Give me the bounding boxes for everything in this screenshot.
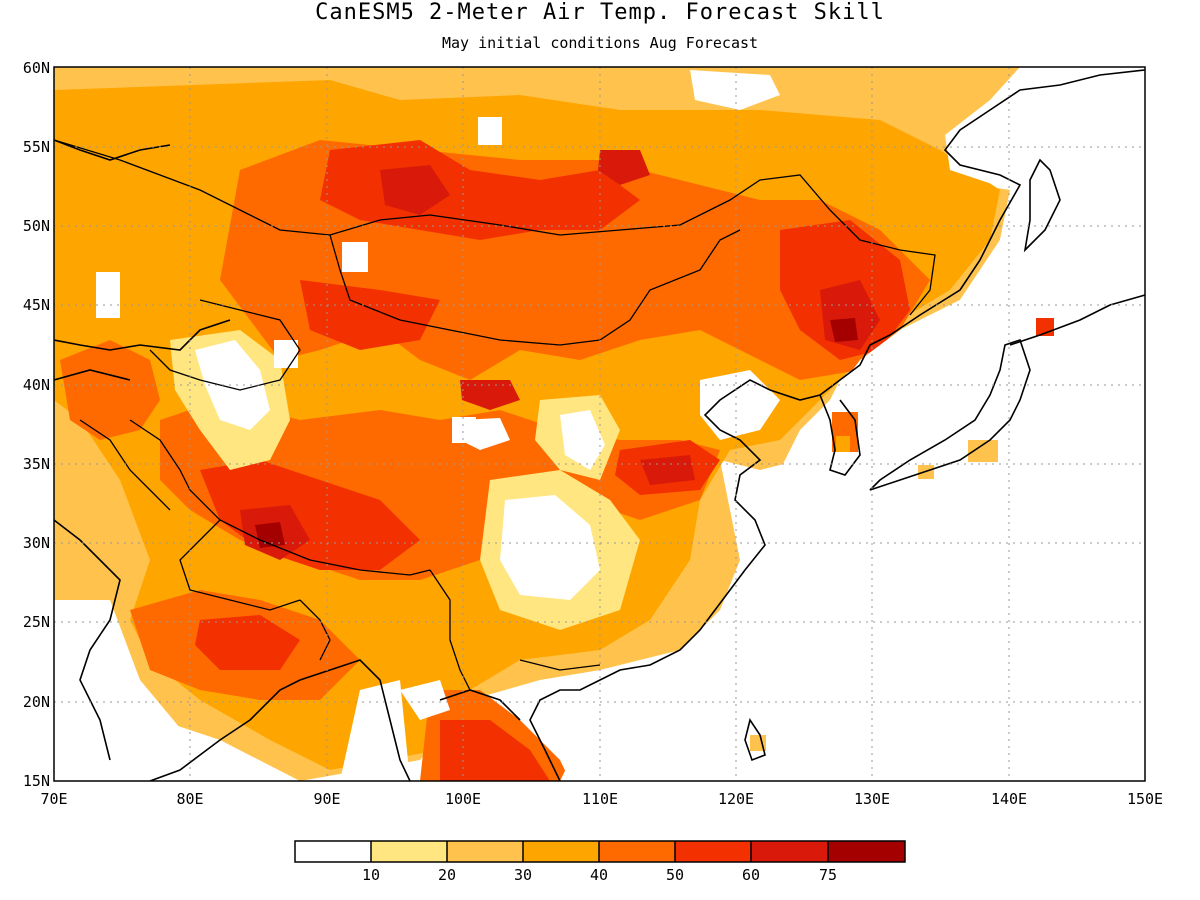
masked-cell <box>342 242 368 272</box>
skill-region-below-10 <box>500 495 600 600</box>
legend-swatch <box>447 841 523 862</box>
skill-region-50-60 <box>195 615 300 670</box>
map-grid <box>54 67 1145 781</box>
legend-swatch <box>295 841 371 862</box>
page-subtitle: May initial conditions Aug Forecast <box>441 34 759 52</box>
masked-cell <box>478 117 502 145</box>
masked-cell <box>96 272 120 318</box>
legend-label: 50 <box>666 866 684 884</box>
masked-cell <box>274 340 298 368</box>
lat-tick-label: 25N <box>23 613 50 631</box>
skill-cell-japan <box>968 440 998 462</box>
skill-region-50-60 <box>320 140 640 240</box>
skill-region-60-75 <box>460 380 520 410</box>
map-plot-area <box>54 67 1145 781</box>
lon-tick-label: 70E <box>40 790 67 808</box>
skill-shading <box>54 67 1054 781</box>
skill-region-60-75 <box>598 150 650 185</box>
legend-label: 30 <box>514 866 532 884</box>
legend-label: 75 <box>819 866 837 884</box>
lon-tick-label: 140E <box>991 790 1027 808</box>
legend-label: 40 <box>590 866 608 884</box>
legend-label: 10 <box>362 866 380 884</box>
lat-tick-label: 15N <box>23 772 50 790</box>
lat-tick-label: 45N <box>23 296 50 314</box>
lon-axis: 70E 80E 90E 100E 110E 120E 130E 140E 150… <box>40 790 1163 808</box>
lon-tick-label: 80E <box>176 790 203 808</box>
lat-tick-label: 50N <box>23 217 50 235</box>
masked-cell <box>452 417 476 443</box>
legend-swatch <box>828 841 905 862</box>
lat-tick-label: 35N <box>23 455 50 473</box>
legend-swatch <box>675 841 751 862</box>
map-frame <box>53 66 1146 782</box>
lon-tick-label: 90E <box>313 790 340 808</box>
skill-region-40-50 <box>60 340 160 440</box>
lat-tick-label: 60N <box>23 59 50 77</box>
legend-swatch <box>751 841 828 862</box>
skill-region-50-60 <box>440 720 550 781</box>
lon-tick-label: 150E <box>1127 790 1163 808</box>
country-borders <box>54 139 936 691</box>
legend-swatch <box>599 841 675 862</box>
skill-region-below-10 <box>195 340 270 430</box>
lat-axis: 60N 55N 50N 45N 40N 35N 30N 25N 20N 15N <box>23 59 50 790</box>
skill-region-60-75 <box>380 165 450 215</box>
skill-region-60-75 <box>640 455 695 485</box>
skill-region-50-60 <box>300 280 440 350</box>
skill-region-below-10 <box>560 410 605 470</box>
legend-swatch <box>371 841 447 862</box>
coastlines <box>54 69 1145 781</box>
lon-tick-label: 130E <box>854 790 890 808</box>
lon-tick-label: 100E <box>445 790 481 808</box>
legend-label: 60 <box>742 866 760 884</box>
skill-region-75-plus <box>830 318 858 342</box>
lat-tick-label: 40N <box>23 376 50 394</box>
skill-region-below-10 <box>690 70 780 110</box>
lat-tick-label: 20N <box>23 693 50 711</box>
lon-tick-label: 110E <box>582 790 618 808</box>
legend-swatch <box>523 841 599 862</box>
skill-cell-taiwan <box>750 735 766 751</box>
legend-label: 20 <box>438 866 456 884</box>
lat-tick-label: 55N <box>23 138 50 156</box>
lon-tick-label: 120E <box>718 790 754 808</box>
lat-tick-label: 30N <box>23 534 50 552</box>
skill-region-below-10 <box>400 680 450 720</box>
color-legend: 10 20 30 40 50 60 75 <box>294 840 906 884</box>
page-title: CanESM5 2-Meter Air Temp. Forecast Skill <box>315 0 885 25</box>
skill-cell-korea <box>836 436 850 452</box>
